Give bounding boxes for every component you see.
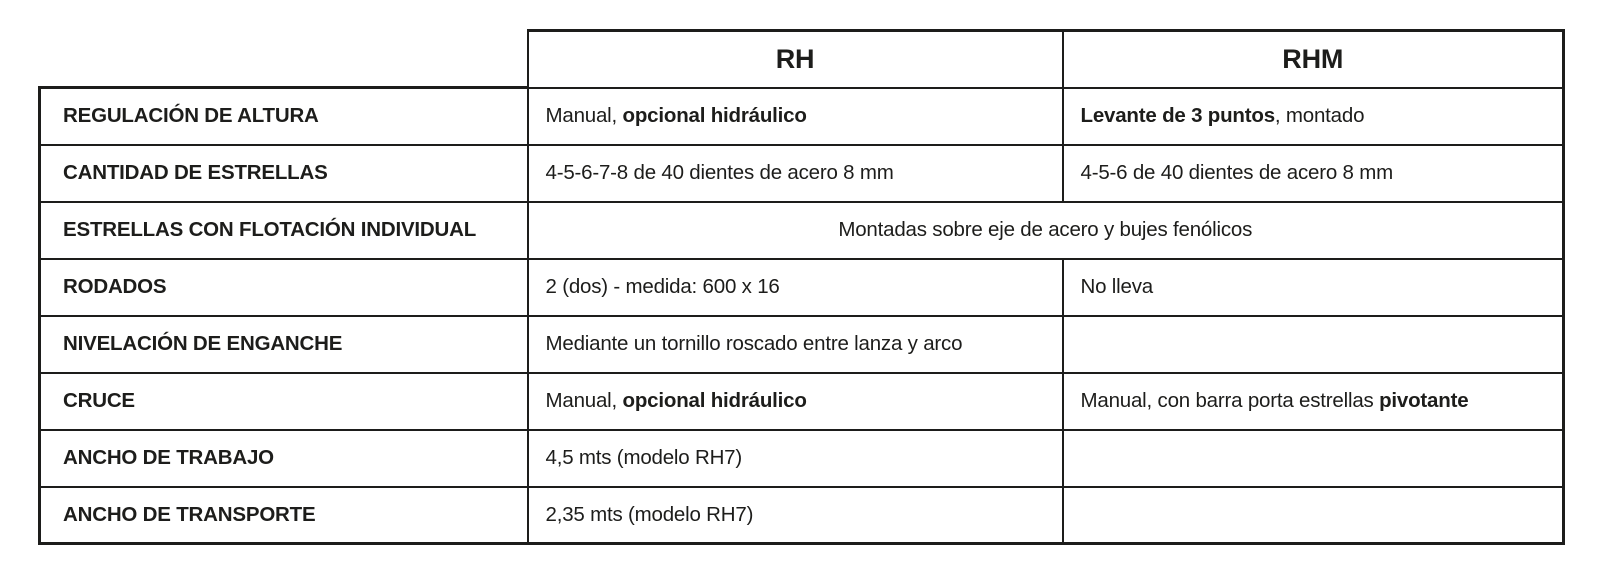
cell-rh-value: 4-5-6-7-8 de 40 dientes de acero 8 mm [526,143,1064,203]
cell-rhm-value: No lleva [1061,257,1565,317]
header-spacer-cell [40,31,528,88]
cell-rhm-value [1061,485,1565,545]
spec-table-container: RH RHM REGULACIÓN DE ALTURA Manual, opci… [38,29,1565,545]
row-label: ANCHO DE TRABAJO [38,428,529,488]
value-text: , montado [1274,104,1365,127]
row-estrellas-flotacion: ESTRELLAS CON FLOTACIÓN INDIVIDUAL Monta… [38,200,1565,260]
row-label: CANTIDAD DE ESTRELLAS [38,143,529,203]
header-cell-rh: RH [526,29,1064,89]
cell-rh-value: 2 (dos) - medida: 600 x 16 [526,257,1064,317]
cell-rh-value: 4,5 mts (modelo RH7) [526,428,1064,488]
row-ancho-de-trabajo: ANCHO DE TRABAJO 4,5 mts (modelo RH7) [38,428,1565,488]
value-text: 4,5 mts (modelo RH7) [545,446,743,469]
value-text: 4-5-6-7-8 de 40 dientes de acero 8 mm [545,161,894,184]
value-text: Mediante un tornillo roscado entre lanza… [545,332,963,355]
cell-rhm-value: Levante de 3 puntos, montado [1061,86,1565,146]
value-text: 2,35 mts (modelo RH7) [545,502,754,526]
cell-rhm-value: Manual, con barra porta estrellas pivota… [1061,371,1565,431]
value-text-bold: opcional hidráulico [622,104,807,127]
row-label: ANCHO DE TRANSPORTE [38,485,529,545]
row-label: REGULACIÓN DE ALTURA [38,86,529,146]
row-cantidad-de-estrellas: CANTIDAD DE ESTRELLAS 4-5-6-7-8 de 40 di… [38,143,1565,203]
value-text-bold: Levante de 3 puntos [1080,104,1276,127]
header-row: RH RHM [40,29,1565,89]
value-text: 4-5-6 de 40 dientes de acero 8 mm [1080,161,1394,184]
cell-rh-value: Manual, opcional hidráulico [526,86,1064,146]
cell-rhm-value [1061,314,1565,374]
row-nivelacion-de-enganche: NIVELACIÓN DE ENGANCHE Mediante un torni… [38,314,1565,374]
row-label: ESTRELLAS CON FLOTACIÓN INDIVIDUAL [38,200,529,260]
value-text: Manual, [545,104,623,127]
value-text: Manual, con barra porta estrellas [1080,389,1380,412]
row-label: NIVELACIÓN DE ENGANCHE [38,314,529,374]
value-text: 2 (dos) - medida: 600 x 16 [545,275,780,298]
cell-rhm-value: 4-5-6 de 40 dientes de acero 8 mm [1061,143,1565,203]
cell-rhm-value [1061,428,1565,488]
row-label: CRUCE [38,371,529,431]
value-text: Manual, [545,389,623,412]
value-text-bold: opcional hidráulico [622,389,807,412]
cell-rh-value: Mediante un tornillo roscado entre lanza… [526,314,1064,374]
row-cruce: CRUCE Manual, opcional hidráulico Manual… [38,371,1565,431]
cell-rh-value: Manual, opcional hidráulico [526,371,1064,431]
spec-comparison-table: RH RHM REGULACIÓN DE ALTURA Manual, opci… [38,29,1565,545]
value-text: No lleva [1080,275,1154,298]
header-cell-rhm: RHM [1061,29,1565,89]
merged-value-cell: Montadas sobre eje de acero y bujes fenó… [526,200,1565,260]
row-rodados: RODADOS 2 (dos) - medida: 600 x 16 No ll… [38,257,1565,317]
cell-rh-value: 2,35 mts (modelo RH7) [526,485,1064,545]
row-regulacion-de-altura: REGULACIÓN DE ALTURA Manual, opcional hi… [38,86,1565,146]
value-text-bold: pivotante [1379,389,1469,412]
row-label: RODADOS [38,257,529,317]
row-ancho-de-transporte: ANCHO DE TRANSPORTE 2,35 mts (modelo RH7… [38,485,1565,545]
